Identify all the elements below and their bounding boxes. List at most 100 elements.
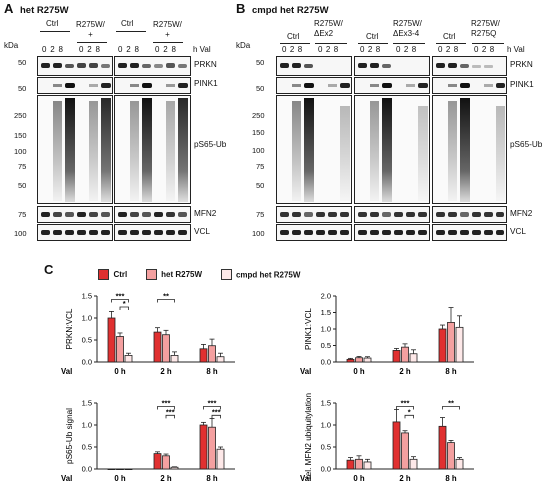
bar (392, 350, 401, 363)
timepoints: 028 (474, 45, 498, 54)
bar (346, 459, 355, 470)
significance-bracket (442, 406, 460, 410)
y-tick-label: 0.5 (321, 443, 331, 452)
y-tick-label: 0.0 (321, 358, 331, 367)
y-tick-label: 1.5 (82, 292, 92, 301)
group-underline (116, 31, 146, 32)
group-underline (77, 42, 107, 43)
kda-marker: 50 (18, 84, 27, 93)
category-label: 8 h (445, 474, 457, 483)
bar (162, 455, 170, 470)
significance-label: * (123, 299, 126, 308)
significance-bracket (203, 406, 221, 410)
x-axis-label: Val (300, 367, 311, 376)
significance-label: *** (212, 407, 221, 416)
category-label: 2 h (399, 367, 411, 376)
bar (153, 453, 162, 470)
panel-b-group-mut-1: R275W/ ΔEx2 (314, 19, 343, 38)
bar (409, 353, 418, 363)
bar (162, 334, 170, 363)
significance-bracket (165, 414, 175, 419)
x-axis-label: Val (61, 367, 72, 376)
kda-marker: 250 (14, 111, 27, 120)
panel-b-group-ctrl-2: Ctrl (366, 32, 379, 41)
row-label-mfn2: MFN2 (510, 209, 533, 218)
timepoints: 028 (396, 45, 420, 54)
panel-b-title: cmpd het R275W (252, 5, 329, 16)
bar (401, 346, 409, 363)
panel-c-letter: C (44, 262, 54, 277)
kda-marker: 75 (256, 162, 265, 171)
timepoints: 028 (318, 45, 342, 54)
significance-bracket (211, 414, 221, 419)
category-label: 0 h (353, 367, 365, 376)
x-axis-label: Val (61, 474, 72, 483)
bar (208, 345, 216, 363)
group-underline (153, 42, 183, 43)
significance-label: ** (163, 292, 169, 301)
group-underline (358, 43, 388, 44)
bar (447, 442, 455, 470)
category-label: 8 h (206, 367, 218, 376)
y-axis-label: pS65-Ub signal (65, 408, 74, 464)
y-tick-label: 1.0 (321, 325, 331, 334)
kda-marker: 100 (252, 229, 265, 238)
kda-marker: 100 (14, 147, 27, 156)
bar (216, 448, 225, 470)
y-tick-label: 1.5 (82, 399, 92, 408)
panel-a-blot-image (37, 56, 191, 241)
panel-b-group-mut-2: R275W/ ΔEx3-4 (393, 19, 422, 38)
y-tick-label: 1.0 (82, 421, 92, 430)
bar (355, 357, 363, 363)
kda-marker: 75 (256, 210, 265, 219)
y-tick-label: 1.0 (321, 421, 331, 430)
category-label: 2 h (160, 367, 172, 376)
bar (438, 328, 447, 363)
category-label: 8 h (445, 367, 457, 376)
timepoints: 028 (155, 45, 180, 54)
timepoints: 028 (42, 45, 67, 54)
significance-label: ** (448, 399, 454, 408)
panel-a-group-mut-1: R275W/ + (76, 20, 105, 39)
group-underline (393, 43, 425, 44)
panel-a-kda-label: kDa (4, 41, 19, 50)
row-label-prkn: PRKN (194, 60, 217, 69)
bar (170, 355, 179, 363)
category-label: 2 h (399, 474, 411, 483)
row-label-ps65ub: pS65-Ub (510, 140, 543, 149)
y-tick-label: 1.0 (82, 314, 92, 323)
timepoints: 028 (79, 45, 104, 54)
y-tick-label: 0.5 (82, 443, 92, 452)
kda-marker: 150 (252, 128, 265, 137)
legend: Ctrl het R275W cmpd het R275W (98, 266, 300, 284)
bar (355, 458, 363, 470)
bar (363, 357, 372, 363)
bar (107, 468, 116, 471)
row-label-vcl: VCL (194, 227, 210, 236)
legend-label-cmpd: cmpd het R275W (235, 270, 301, 280)
category-label: 0 h (114, 367, 126, 376)
timepoints: 028 (438, 45, 462, 54)
y-tick-label: 0.0 (82, 465, 92, 474)
y-tick-label: 1.5 (321, 399, 331, 408)
timepoints: 028 (118, 45, 143, 54)
bar (153, 331, 162, 363)
group-underline (436, 43, 466, 44)
group-underline (280, 43, 310, 44)
y-tick-label: 2.0 (321, 292, 331, 301)
group-underline (40, 31, 70, 32)
row-label-pink1: PINK1 (194, 79, 218, 88)
val-label: h Val (193, 45, 211, 54)
significance-bracket (157, 406, 175, 410)
timepoints: 028 (360, 45, 384, 54)
panel-a-group-ctrl-2: Ctrl (121, 19, 134, 28)
y-tick-label: 0.0 (321, 465, 331, 474)
bar (199, 348, 208, 363)
row-label-mfn2: MFN2 (194, 209, 217, 218)
bar (409, 458, 418, 470)
group-underline (472, 43, 504, 44)
panel-b-blot-image (276, 56, 507, 241)
kda-marker: 50 (256, 84, 265, 93)
bar (438, 425, 447, 470)
